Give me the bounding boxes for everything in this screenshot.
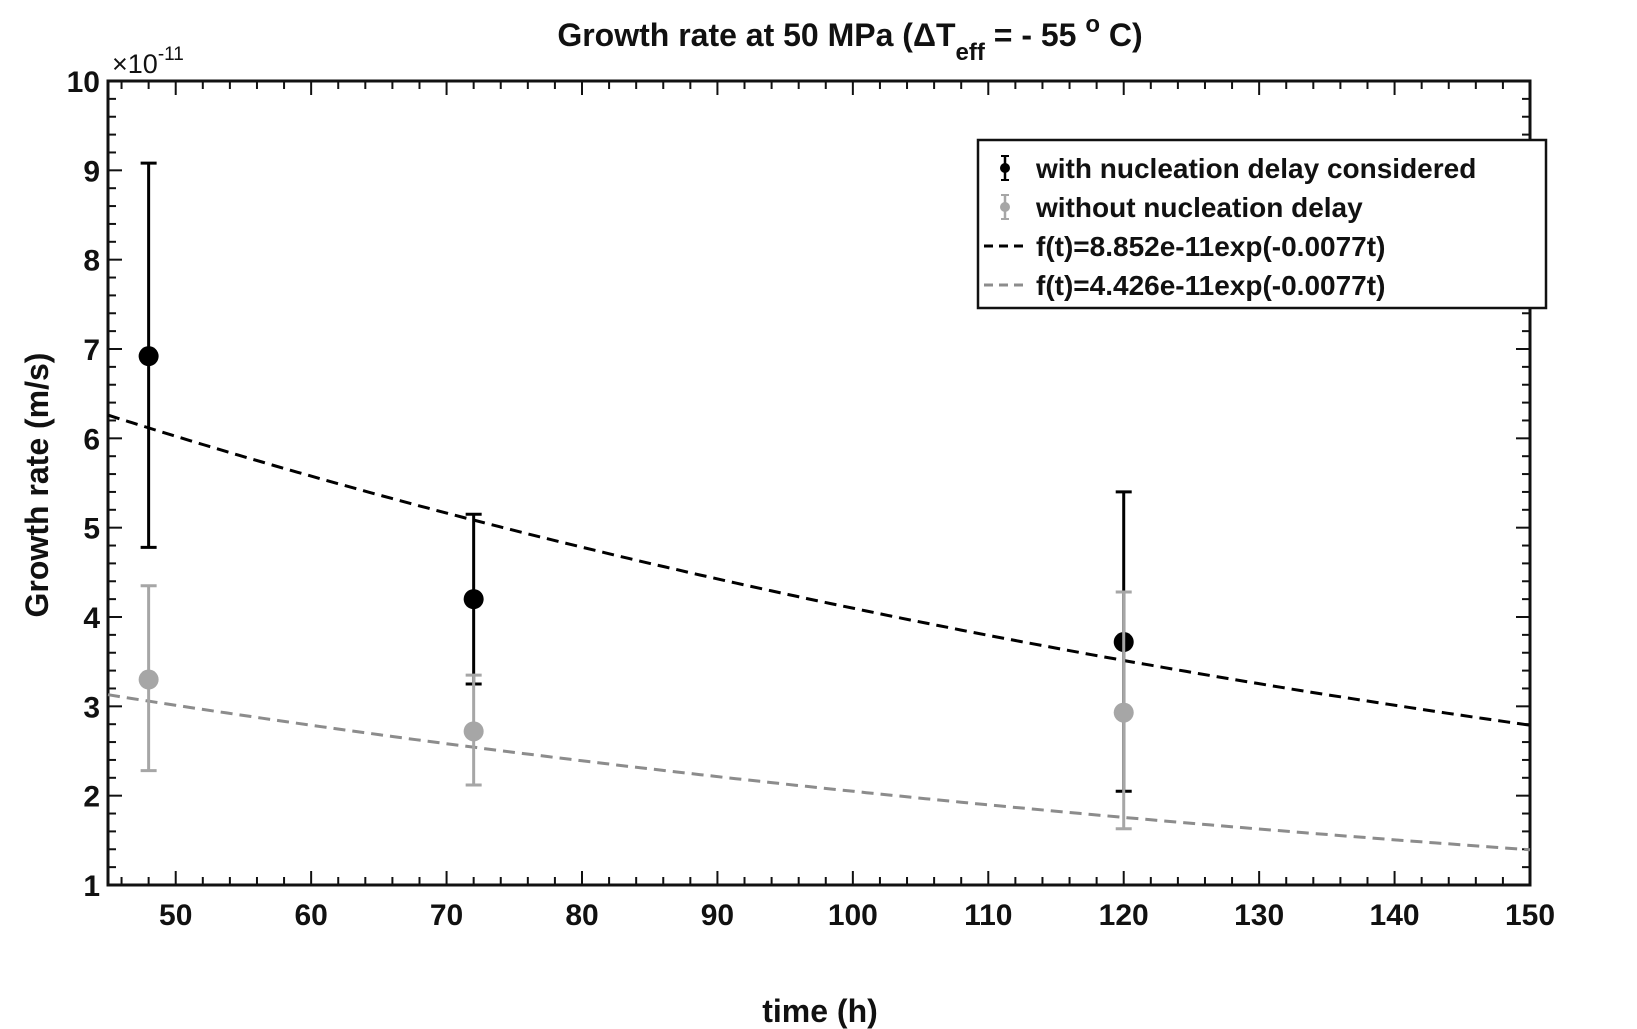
y-tick-label: 5 [83, 513, 100, 546]
chart-title: Growth rate at 50 MPa (ΔTeff = - 55 o C) [557, 11, 1142, 66]
y-tick-label: 2 [83, 781, 100, 814]
x-tick-label: 110 [964, 899, 1012, 932]
legend-label: without nucleation delay [1035, 192, 1363, 223]
legend-label: f(t)=8.852e-11exp(-0.0077t) [1036, 231, 1385, 262]
x-tick-label: 130 [1234, 899, 1284, 932]
legend-box [976, 138, 1548, 310]
x-tick-label: 90 [701, 899, 734, 932]
y-tick-label: 4 [83, 602, 100, 635]
x-tick-label: 150 [1505, 899, 1555, 932]
x-tick-label: 120 [1099, 899, 1149, 932]
chart-title-end: C) [1100, 17, 1143, 53]
data-point [463, 589, 484, 610]
y-axis-multiplier-base: ×10 [112, 49, 158, 79]
data-point [138, 346, 159, 367]
y-axis-multiplier: ×10-11 [112, 44, 184, 79]
data-point [1113, 702, 1134, 723]
fit-curve [107, 413, 1531, 727]
data-point [138, 669, 159, 690]
y-tick-label: 7 [83, 334, 100, 367]
x-tick-label: 100 [828, 899, 878, 932]
y-tick-label: 9 [83, 155, 100, 188]
y-axis-multiplier-exponent: -11 [158, 44, 184, 65]
x-axis-label: time (h) [762, 993, 878, 1029]
y-axis-label: Growth rate (m/s) [19, 353, 55, 618]
axes-box [106, 79, 1532, 887]
chart-title-main: Growth rate at 50 MPa (ΔT [557, 17, 956, 53]
data-point [463, 721, 484, 742]
y-tick-label: 3 [83, 691, 100, 724]
chart-title-subscript: eff [956, 39, 986, 66]
fit-curve [107, 693, 1531, 852]
plot-area: 50 60 70 80 90 100 110 120 130 140 150 1 2 3 4 5 6 7 8 9 10 [67, 66, 1555, 932]
chart-title-mid: = - 55 [985, 17, 1086, 53]
x-tick-label: 140 [1370, 899, 1420, 932]
x-tick-label: 70 [430, 899, 463, 932]
y-tick-label: 6 [83, 423, 100, 456]
y-tick-label: 1 [83, 870, 100, 903]
x-tick-label: 80 [565, 899, 598, 932]
legend-label: f(t)=4.426e-11exp(-0.0077t) [1036, 270, 1385, 301]
chart-title-superscript: o [1085, 11, 1100, 38]
legend: with nucleation delay considered without … [976, 138, 1548, 310]
x-tick-label: 50 [159, 899, 192, 932]
legend-marker-dot [1000, 163, 1010, 173]
x-tick-label: 60 [294, 899, 327, 932]
legend-marker-dot [1000, 202, 1010, 212]
y-tick-label: 10 [67, 66, 100, 99]
y-tick-label: 8 [83, 245, 100, 278]
legend-label: with nucleation delay considered [1035, 153, 1476, 184]
